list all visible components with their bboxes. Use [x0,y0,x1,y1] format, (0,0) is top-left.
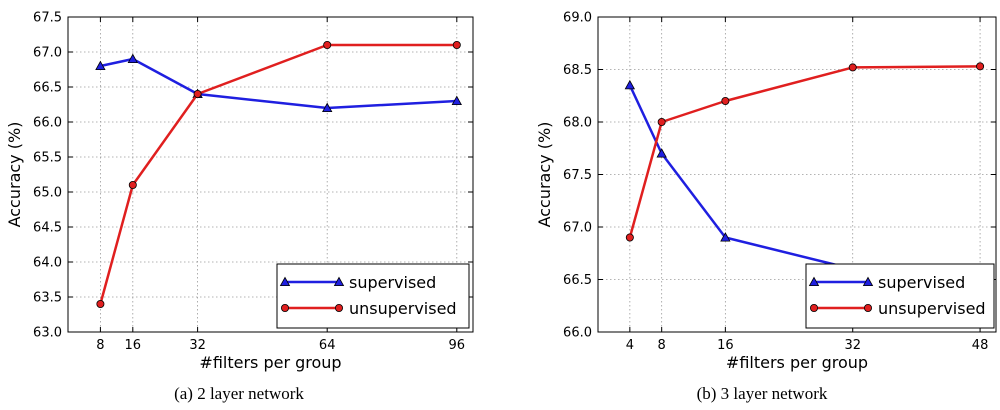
data-point [322,102,333,112]
x-tick-label: 64 [319,338,336,353]
data-point [96,299,105,308]
y-tick-label: 67.5 [563,168,592,183]
x-axis-label: #filters per group [726,353,868,372]
legend-box [805,263,995,329]
data-point [721,97,730,106]
x-tick-label: 32 [189,338,206,353]
x-tick-label: 16 [717,338,734,353]
y-tick-label: 63.5 [33,291,62,306]
legend-label: unsupervised [349,299,457,318]
y-tick-label: 64.0 [33,256,62,271]
x-tick-label: 8 [658,338,666,353]
data-point [976,62,985,71]
x-tick-label: 8 [96,338,104,353]
figure-caption: (b) 3 layer network [697,384,828,403]
x-tick-label: 16 [125,338,142,353]
data-point [625,233,634,242]
data-point [127,53,138,63]
data-point [451,95,462,105]
legend-marker [808,276,820,287]
legend-marker [279,276,291,287]
data-point [848,63,857,72]
x-tick-label: 48 [972,338,989,353]
data-point [95,60,106,70]
data-point [128,180,137,189]
data-point [193,90,202,99]
data-point [657,118,666,127]
x-tick-label: 96 [449,338,466,353]
plot-frame [67,16,474,333]
legend-box [276,263,470,329]
legend-marker [334,303,343,312]
legend: supervised unsupervised [805,263,995,329]
legend-marker [864,303,873,312]
y-axis-label: Accuracy (%) [535,122,554,228]
legend-label: supervised [349,273,436,292]
y-tick-label: 67.5 [33,11,62,26]
legend: supervised unsupervised [276,263,470,329]
y-tick-label: 63.0 [33,326,62,341]
legend-marker [810,303,819,312]
data-point [323,41,332,50]
y-tick-label: 65.0 [33,186,62,201]
series-unsupervised [625,62,985,242]
legend-marker [280,303,289,312]
legend-label: supervised [878,273,965,292]
figure-caption: (a) 2 layer network [174,384,304,403]
x-tick-label: 4 [626,338,634,353]
y-tick-label: 64.5 [33,221,62,236]
y-tick-label: 68.5 [563,63,592,78]
y-tick-label: 66.5 [563,273,592,288]
y-tick-label: 65.5 [33,151,62,166]
x-tick-label: 32 [844,338,861,353]
y-tick-label: 66.5 [33,81,62,96]
legend-marker [862,276,874,287]
data-point [656,148,667,158]
data-point [452,41,461,50]
data-point [720,232,731,242]
series-unsupervised [96,41,461,308]
y-tick-label: 68.0 [563,116,592,131]
legend-label: unsupervised [878,299,986,318]
y-axis-label: Accuracy (%) [5,122,24,228]
chart-panel-1: 63.0 63.5 64.0 64.5 65.0 65.5 66.0 66.5 67.0 67.5… [5,11,474,403]
y-tick-label: 69.0 [563,11,592,26]
y-tick-label: 66.0 [33,116,62,131]
chart-panel-2: 66.066.567.067.568.068.569.04 8 16 32 48#fil… [535,11,997,403]
y-tick-label: 67.0 [563,221,592,236]
data-point [624,79,636,90]
x-axis-label: #filters per group [199,353,341,372]
legend-marker [333,276,345,287]
y-tick-label: 66.0 [563,326,592,341]
y-tick-label: 67.0 [33,46,62,61]
